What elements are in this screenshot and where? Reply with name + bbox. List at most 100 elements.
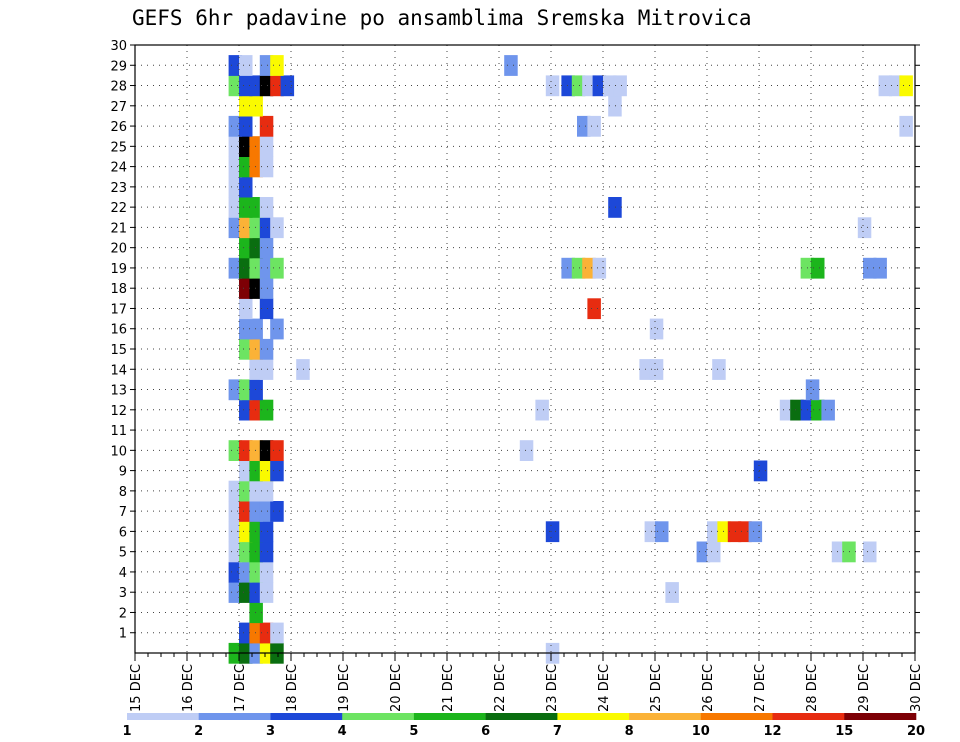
precip-cell bbox=[519, 440, 534, 461]
x-tick-label: 20 DEC bbox=[389, 664, 404, 712]
grid-lines bbox=[135, 45, 915, 653]
y-tick-label: 3 bbox=[119, 586, 127, 601]
precip-cell bbox=[545, 75, 560, 97]
colorbar-label: 3 bbox=[266, 724, 275, 739]
precip-cell bbox=[259, 541, 274, 563]
colorbar-label: 5 bbox=[409, 724, 418, 739]
precip-cell bbox=[249, 399, 263, 421]
precip-cell bbox=[270, 55, 284, 76]
precip-cell bbox=[811, 257, 825, 279]
x-tick-label: 17 DEC bbox=[233, 664, 248, 712]
y-tick-label: 1 bbox=[119, 627, 127, 642]
precip-cell bbox=[717, 521, 731, 543]
precip-cell bbox=[259, 480, 274, 502]
y-tick-label: 10 bbox=[110, 444, 127, 459]
y-tick-label: 5 bbox=[119, 546, 127, 561]
precip-cell bbox=[707, 521, 721, 543]
precip-cell bbox=[239, 156, 253, 178]
precip-cell bbox=[649, 318, 664, 340]
precip-cell bbox=[249, 257, 263, 279]
precip-cell bbox=[249, 440, 263, 461]
precip-cell bbox=[582, 257, 596, 279]
precip-cell bbox=[842, 541, 856, 563]
precip-cell bbox=[239, 622, 253, 644]
colorbar-label: 8 bbox=[625, 724, 634, 739]
y-tick-label: 22 bbox=[110, 201, 127, 216]
x-tick-label: 16 DEC bbox=[181, 664, 196, 712]
y-tick-label: 11 bbox=[110, 424, 127, 439]
precip-cell bbox=[259, 237, 274, 259]
precip-cell bbox=[249, 501, 263, 522]
x-tick-label: 24 DEC bbox=[597, 664, 612, 712]
precip-cell bbox=[259, 440, 274, 461]
colorbar-label: 6 bbox=[481, 724, 490, 739]
colorbar-label: 1 bbox=[122, 724, 131, 739]
y-tick-label: 9 bbox=[119, 465, 127, 480]
precip-cell bbox=[270, 622, 284, 644]
colorbar-swatch bbox=[557, 713, 630, 720]
y-tick-label: 4 bbox=[119, 566, 127, 581]
y-tick-label: 26 bbox=[110, 120, 127, 135]
y-tick-label: 21 bbox=[110, 221, 127, 236]
precip-cell bbox=[228, 379, 243, 401]
precip-cell bbox=[249, 278, 263, 299]
y-tick-label: 30 bbox=[110, 39, 127, 54]
precip-cell bbox=[270, 501, 284, 522]
precip-cell bbox=[831, 541, 846, 563]
precip-cell bbox=[270, 217, 284, 239]
precip-cell bbox=[259, 136, 274, 157]
precip-cell bbox=[249, 95, 263, 117]
y-tick-label: 2 bbox=[119, 606, 127, 621]
precip-cell bbox=[249, 338, 263, 360]
colorbar-swatch bbox=[270, 713, 343, 720]
precip-cell bbox=[821, 399, 835, 421]
precip-cell bbox=[259, 338, 274, 360]
precip-cell bbox=[239, 399, 253, 421]
precip-cell bbox=[655, 521, 669, 543]
precip-cell bbox=[249, 197, 263, 218]
precip-cell bbox=[239, 440, 253, 461]
precip-cell bbox=[259, 298, 274, 320]
precip-cell bbox=[779, 399, 794, 421]
precip-cell bbox=[259, 257, 274, 279]
precip-cell bbox=[239, 217, 253, 239]
precip-cell bbox=[649, 359, 664, 380]
precip-cell bbox=[587, 115, 601, 137]
precip-cell bbox=[577, 115, 591, 137]
precip-cell bbox=[249, 237, 263, 259]
precip-cell bbox=[712, 359, 726, 380]
x-axis: 15 DEC 16 DEC 17 DEC 18 DEC 19 DEC 20 DEC 21 D… bbox=[129, 653, 924, 712]
precip-cell bbox=[889, 75, 903, 97]
precip-cell bbox=[239, 257, 253, 279]
precip-cell bbox=[228, 501, 243, 522]
x-tick-label: 29 DEC bbox=[857, 664, 872, 712]
precip-cell bbox=[239, 501, 253, 522]
colorbar-label: 10 bbox=[692, 724, 710, 739]
y-tick-label: 24 bbox=[110, 161, 127, 176]
precip-cell bbox=[239, 561, 253, 583]
precip-cell bbox=[561, 257, 575, 279]
y-tick-label: 19 bbox=[110, 262, 127, 277]
colorbar-swatch bbox=[198, 713, 271, 720]
precip-cell bbox=[592, 75, 607, 97]
precip-cell bbox=[228, 521, 243, 543]
precip-cell bbox=[259, 521, 274, 543]
precip-cell bbox=[811, 399, 825, 421]
precip-cell bbox=[239, 237, 253, 259]
precip-cell bbox=[805, 379, 820, 401]
precip-cell bbox=[899, 115, 913, 137]
y-tick-label: 29 bbox=[110, 59, 127, 74]
precip-cell bbox=[239, 95, 253, 117]
precip-cell bbox=[639, 359, 653, 380]
precip-cell bbox=[863, 541, 877, 563]
precip-cell bbox=[249, 379, 263, 401]
precip-cell bbox=[249, 136, 263, 157]
precip-cell bbox=[228, 197, 243, 218]
y-axis: 1234567891011121314151617181920212223242… bbox=[110, 39, 920, 642]
precip-cell bbox=[504, 55, 518, 76]
precip-cell bbox=[608, 197, 622, 218]
precip-cells bbox=[228, 55, 913, 664]
y-tick-label: 28 bbox=[110, 80, 127, 95]
precip-cell bbox=[249, 582, 263, 603]
